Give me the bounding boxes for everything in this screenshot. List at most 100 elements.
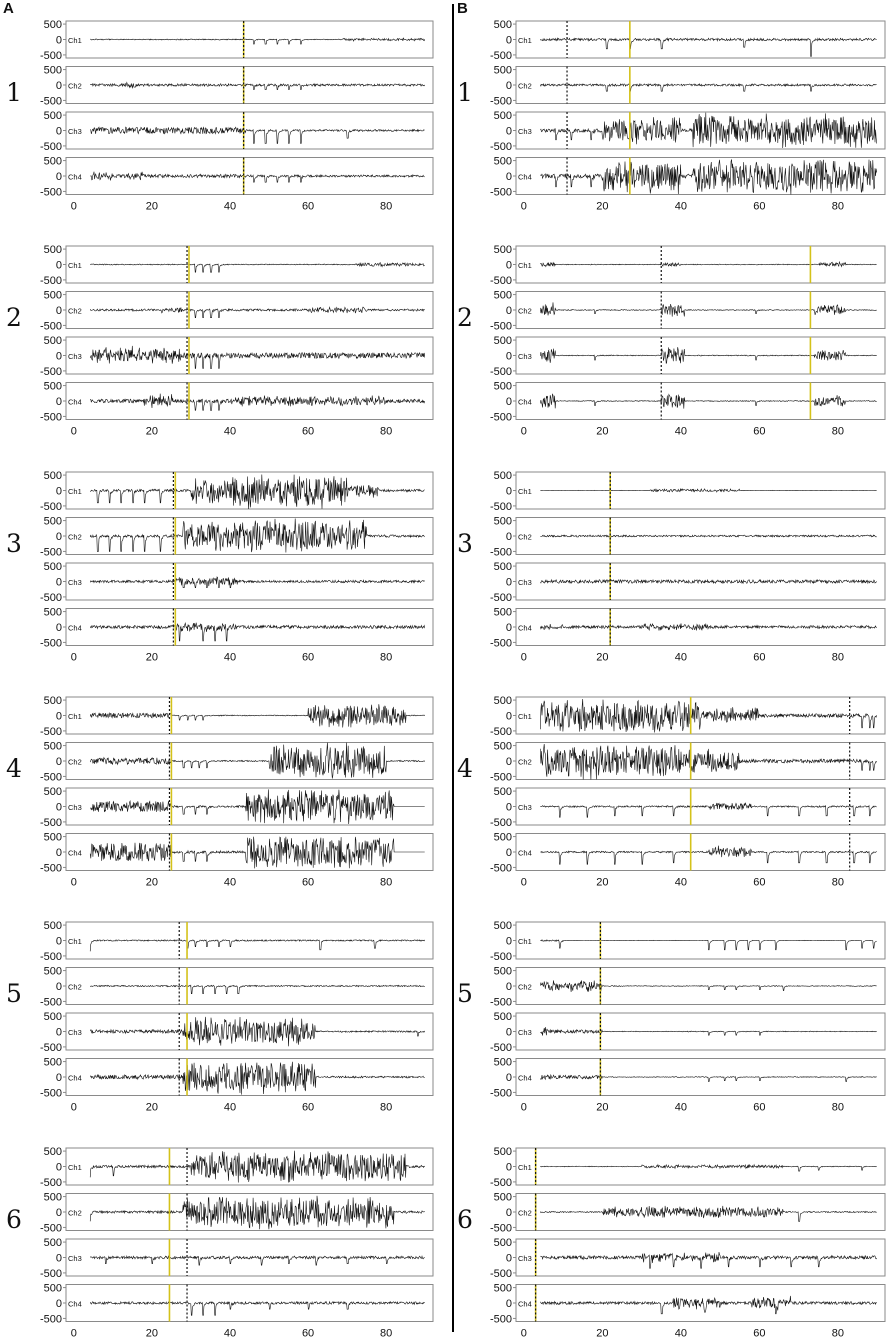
- y-tick-label: 0: [506, 756, 512, 768]
- x-tick-label: 80: [832, 652, 844, 664]
- signal-trace: [90, 474, 425, 510]
- channel-label: Ch1: [68, 1163, 82, 1172]
- y-tick-label: 500: [494, 832, 512, 844]
- y-tick-label: 500: [44, 290, 62, 302]
- y-tick-label: 0: [506, 260, 512, 272]
- signal-trace: [540, 1295, 877, 1315]
- channel-plot: 500 0 -500 Ch2: [490, 290, 886, 332]
- y-tick-label: -500: [490, 141, 512, 153]
- signal-trace: [540, 622, 877, 631]
- x-tick-label: 60: [302, 1328, 314, 1339]
- signal-trace: [540, 347, 877, 364]
- y-tick-label: 500: [44, 561, 62, 573]
- y-tick-label: 0: [506, 936, 512, 948]
- y-tick-label: 0: [506, 1298, 512, 1310]
- signal-trace: [89, 306, 425, 318]
- y-tick-label: 500: [44, 1237, 62, 1249]
- y-tick-label: -500: [40, 1087, 62, 1099]
- y-tick-label: 500: [494, 516, 512, 528]
- channel-plot: 500 0 -500 Ch4: [40, 1057, 434, 1099]
- channel-label: Ch1: [518, 261, 532, 270]
- signal-trace: [540, 845, 877, 865]
- y-tick-label: -500: [490, 186, 512, 198]
- y-tick-label: 500: [44, 516, 62, 528]
- channel-label: Ch1: [518, 36, 532, 45]
- channel-plot: 500 0 -500 Ch2: [40, 65, 434, 107]
- y-tick-label: -500: [490, 366, 512, 378]
- signal-trace: [540, 1027, 877, 1036]
- x-tick-label: 60: [302, 877, 314, 889]
- y-tick-label: 0: [56, 802, 62, 814]
- eeg-row-plot: 500 0 -500 Ch1 500 0 -500 Ch2 500 0 -500 Ch3 500 0 -50…: [490, 920, 886, 1114]
- x-tick-label: 60: [753, 1102, 765, 1114]
- y-tick-label: 0: [56, 1162, 62, 1174]
- y-tick-label: 500: [44, 381, 62, 393]
- y-tick-label: -500: [40, 95, 62, 107]
- x-tick-label: 0: [521, 1328, 527, 1339]
- y-tick-label: 0: [56, 126, 62, 138]
- channel-plot: 500 0 -500 Ch4: [490, 1283, 886, 1325]
- y-tick-label: -500: [40, 320, 62, 332]
- signal-trace: [89, 836, 425, 869]
- y-tick-label: 0: [506, 1162, 512, 1174]
- y-tick-label: 0: [56, 486, 62, 498]
- x-tick-label: 0: [521, 201, 527, 213]
- signal-trace: [89, 345, 425, 369]
- y-tick-label: 500: [44, 335, 62, 347]
- signal-trace: [540, 1205, 877, 1222]
- channel-label: Ch2: [518, 758, 532, 767]
- channel-plot: 500 0 -500 Ch1: [40, 695, 434, 738]
- channel-label: Ch4: [518, 1300, 532, 1309]
- channel-frame: [65, 1238, 434, 1277]
- x-tick-label: 80: [832, 1102, 844, 1114]
- x-tick-label: 40: [224, 426, 236, 438]
- channel-label: Ch4: [68, 624, 82, 633]
- y-tick-label: 500: [494, 110, 512, 122]
- x-tick-label: 20: [596, 652, 608, 664]
- signal-trace: [90, 261, 425, 273]
- eeg-row-plot: 500 0 -500 Ch1 500 0 -500 Ch2 500 0 -500 Ch3 500 0 -50…: [40, 244, 434, 438]
- eeg-row-plot: 500 0 -500 Ch1 500 0 -500 Ch2 500 0 -500 Ch3 500 0 -50…: [40, 19, 434, 213]
- y-tick-label: -500: [490, 726, 512, 738]
- y-tick-label: 0: [506, 1253, 512, 1265]
- y-tick-label: 0: [56, 1027, 62, 1039]
- x-tick-label: 0: [521, 1102, 527, 1114]
- y-tick-label: 500: [494, 335, 512, 347]
- signal-trace: [89, 742, 425, 779]
- row-number: 6: [6, 1205, 22, 1234]
- channel-label: Ch1: [68, 487, 82, 496]
- eeg-row-plot: 500 0 -500 Ch1 500 0 -500 Ch2 500 0 -500 Ch3 500 0 -50…: [40, 470, 434, 664]
- channel-label: Ch3: [518, 352, 532, 361]
- y-tick-label: 500: [494, 470, 512, 482]
- channel-plot: 500 0 -500 Ch2: [490, 516, 886, 558]
- signal-trace: [89, 576, 425, 588]
- y-tick-label: 0: [56, 1072, 62, 1084]
- signal-trace: [540, 534, 877, 538]
- y-tick-label: 0: [56, 981, 62, 993]
- y-tick-label: 0: [56, 756, 62, 768]
- channel-label: Ch4: [68, 398, 82, 407]
- channel-plot: 500 0 -500 Ch4: [40, 381, 434, 423]
- channel-plot: 500 0 -500 Ch1: [40, 470, 434, 513]
- x-tick-label: 40: [675, 1102, 687, 1114]
- channel-label: Ch4: [68, 1074, 82, 1083]
- y-tick-label: 0: [506, 1072, 512, 1084]
- signal-trace: [89, 518, 425, 553]
- y-tick-label: 0: [506, 80, 512, 92]
- channel-plot: 500 0 -500 Ch2: [490, 966, 886, 1008]
- channel-plot: 500 0 -500 Ch4: [40, 607, 434, 649]
- signal-trace: [540, 393, 877, 409]
- channel-label: Ch1: [68, 937, 82, 946]
- y-tick-label: -500: [40, 546, 62, 558]
- channel-plot: 500 0 -500 Ch1: [40, 1146, 434, 1189]
- signal-trace: [90, 789, 425, 825]
- channel-label: Ch4: [518, 624, 532, 633]
- channel-plot: 500 0 -500 Ch3: [490, 335, 886, 378]
- y-tick-label: 500: [44, 110, 62, 122]
- y-tick-label: -500: [40, 141, 62, 153]
- x-tick-label: 20: [596, 426, 608, 438]
- channel-plot: 500 0 -500 Ch1: [40, 244, 434, 287]
- y-tick-label: 500: [44, 65, 62, 77]
- signal-trace: [540, 698, 877, 733]
- x-tick-label: 40: [675, 652, 687, 664]
